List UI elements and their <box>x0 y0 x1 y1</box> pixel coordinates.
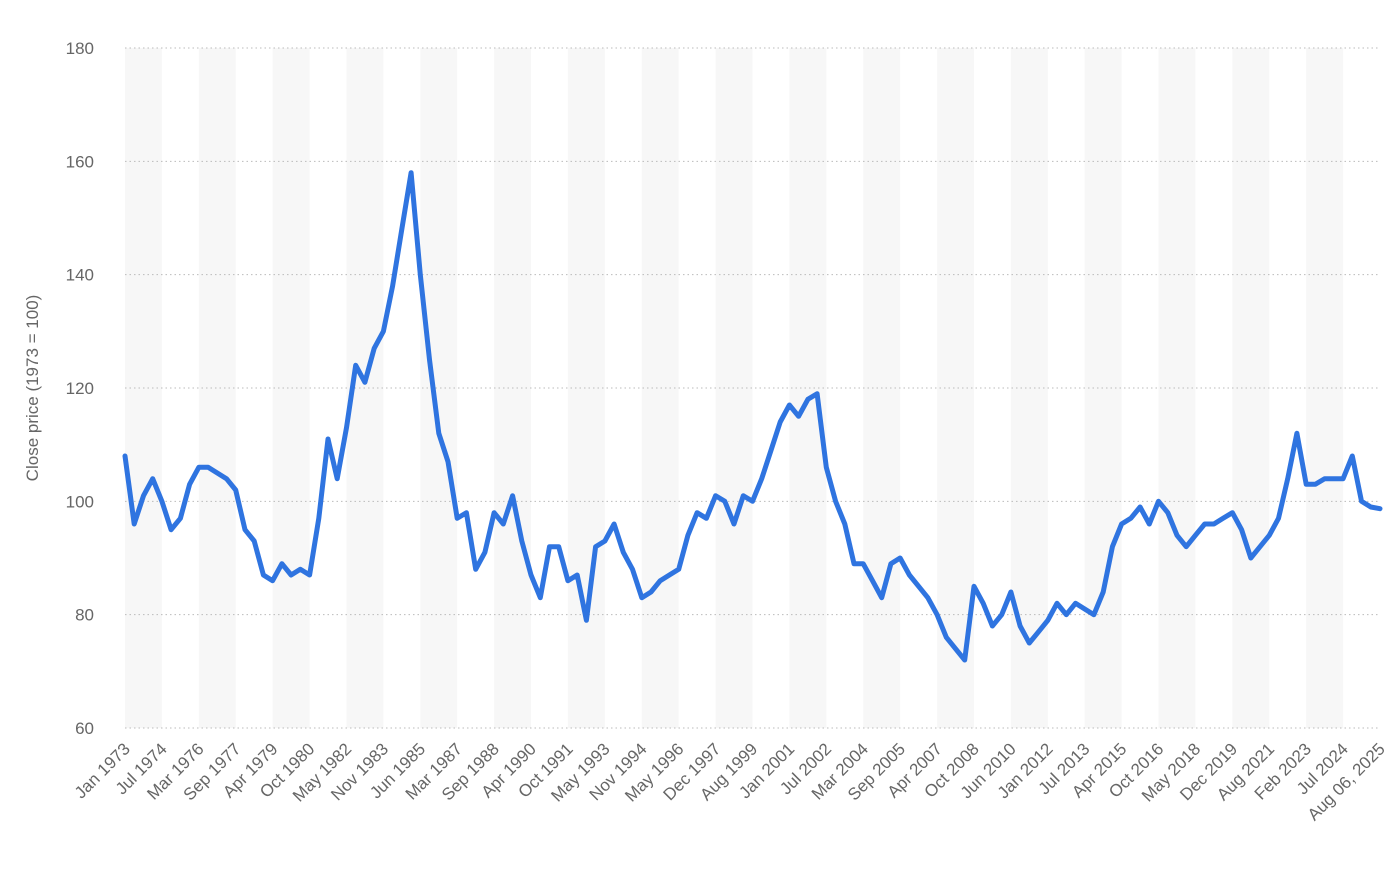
band <box>198 48 236 728</box>
y-tick-label: 120 <box>66 379 94 398</box>
y-tick-label: 140 <box>66 266 94 285</box>
y-tick-label: 60 <box>75 719 94 738</box>
y-tick-label: 160 <box>66 152 94 171</box>
band <box>420 48 458 728</box>
y-axis-label: Close price (1973 = 100) <box>23 295 42 482</box>
band <box>1306 48 1344 728</box>
y-tick-label: 180 <box>66 39 94 58</box>
band <box>1158 48 1196 728</box>
band <box>567 48 605 728</box>
y-tick-label: 100 <box>66 492 94 511</box>
y-tick-label: 80 <box>75 606 94 625</box>
band <box>789 48 827 728</box>
data-line <box>122 170 1383 663</box>
